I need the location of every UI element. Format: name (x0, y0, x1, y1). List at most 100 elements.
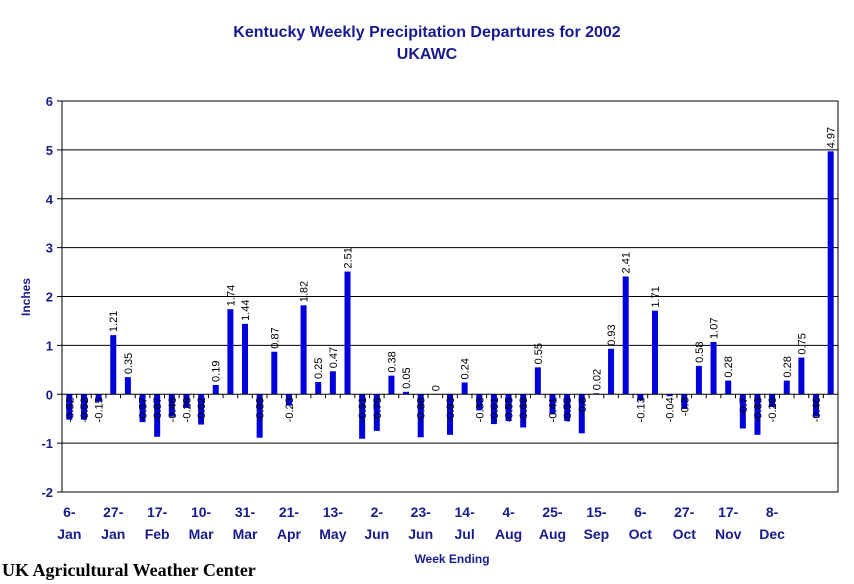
y-tick-label: 5 (46, 143, 53, 158)
y-tick-label: 1 (46, 338, 53, 353)
bar (754, 394, 761, 435)
data-label: -0.61 (489, 397, 501, 422)
data-label: -0.62 (196, 397, 208, 422)
bar (95, 394, 102, 402)
bars (66, 151, 834, 439)
data-label: -0.55 (562, 397, 574, 422)
bar (695, 365, 702, 395)
x-tick-label-day: 13- (323, 504, 344, 520)
x-tick-label-month: May (319, 526, 346, 542)
x-tick-label-day: 27- (103, 504, 124, 520)
data-label: 4.97 (826, 127, 838, 148)
chart-title: Kentucky Weekly Precipitation Departures… (233, 24, 621, 41)
y-tick-label: -2 (41, 485, 53, 500)
bar (183, 394, 190, 408)
data-label: -0.68 (518, 397, 530, 422)
data-label: -0.8 (577, 397, 589, 416)
data-label: 0.02 (591, 369, 603, 390)
y-tick-label: 4 (46, 192, 54, 207)
data-label: 0.47 (328, 347, 340, 368)
bar (447, 394, 453, 435)
data-label: -0.52 (64, 397, 76, 422)
data-label: 1.07 (709, 318, 721, 339)
data-label: -0.83 (752, 397, 764, 422)
bar (80, 394, 87, 420)
data-label: -0.33 (474, 397, 486, 422)
bar (769, 394, 776, 407)
bar (344, 271, 351, 395)
bar (139, 394, 146, 423)
data-label: 0.28 (782, 356, 794, 377)
bar (739, 394, 746, 429)
x-tick-label-month: Jun (408, 526, 433, 542)
bar (520, 394, 527, 428)
bar (388, 375, 395, 395)
data-label: 0.28 (723, 356, 735, 377)
bar (359, 394, 366, 439)
x-tick-label-day: 27- (674, 504, 695, 520)
bar (110, 335, 117, 395)
bar (783, 380, 790, 395)
bar (403, 391, 410, 395)
bar (827, 151, 834, 395)
x-tick-label-day: 8- (766, 504, 779, 520)
bar (373, 394, 380, 431)
data-label: 1.74 (225, 285, 237, 306)
x-tick-label-month: Sep (584, 526, 610, 542)
bar (227, 309, 234, 395)
data-label: -0.3 (679, 397, 691, 416)
data-label: -0.28 (181, 397, 193, 422)
bar (315, 382, 322, 395)
bar (154, 394, 161, 437)
bar (285, 394, 292, 406)
data-label: -0.52 (79, 397, 91, 422)
data-labels: -0.52 -0.52 -0.151.210.35-0.57 -0.87 -0.46 -0… (64, 127, 837, 422)
y-axis-title: Inches (19, 278, 33, 316)
data-label: 0.05 (401, 367, 413, 388)
x-tick-label-day: 17- (718, 504, 739, 520)
bar (651, 310, 658, 395)
bar (564, 394, 571, 422)
x-tick-label-month: Oct (673, 526, 697, 542)
y-tick-label: 2 (46, 290, 53, 305)
data-label: -0.55 (504, 397, 516, 422)
x-tick-label-month: Mar (189, 526, 214, 542)
bar (124, 377, 131, 395)
data-label: -0.46 (811, 397, 823, 422)
data-label: -0.87 (152, 397, 164, 422)
bar (725, 380, 732, 395)
y-tick-label: 3 (46, 241, 53, 256)
data-label: 0.87 (269, 327, 281, 348)
data-label: -0.15 (94, 397, 106, 422)
x-tick-label-day: 15- (586, 504, 607, 520)
x-tick-label-month: Jan (57, 526, 81, 542)
bar (622, 276, 629, 395)
data-label: -0.04 (665, 397, 677, 422)
bar (813, 394, 820, 417)
data-label: -0.88 (416, 397, 428, 422)
x-tick-label-month: Jul (455, 526, 475, 542)
bar (578, 394, 585, 434)
data-label: -0.23 (284, 397, 296, 422)
y-tick-label: -1 (41, 436, 53, 451)
x-tick-label-month: Aug (495, 526, 522, 542)
bar (505, 394, 512, 422)
bar (666, 394, 673, 397)
x-tick-label-month: Apr (277, 526, 302, 542)
x-tick-label-day: 2- (371, 504, 384, 520)
x-tick-label-day: 6- (634, 504, 647, 520)
x-tick-label-day: 25- (542, 504, 563, 520)
footer-credit: UK Agricultural Weather Center (2, 560, 256, 580)
x-tick-label-month: Mar (233, 526, 258, 542)
data-label: 1.21 (108, 311, 120, 332)
bar (798, 357, 805, 395)
x-tick-label-day: 17- (147, 504, 168, 520)
bar (534, 367, 541, 395)
x-axis-title: Week Ending (414, 552, 489, 566)
bar (637, 394, 644, 401)
bar (212, 384, 219, 395)
data-label: -0.91 (357, 397, 369, 422)
bar (608, 348, 615, 395)
gridlines (62, 100, 838, 493)
